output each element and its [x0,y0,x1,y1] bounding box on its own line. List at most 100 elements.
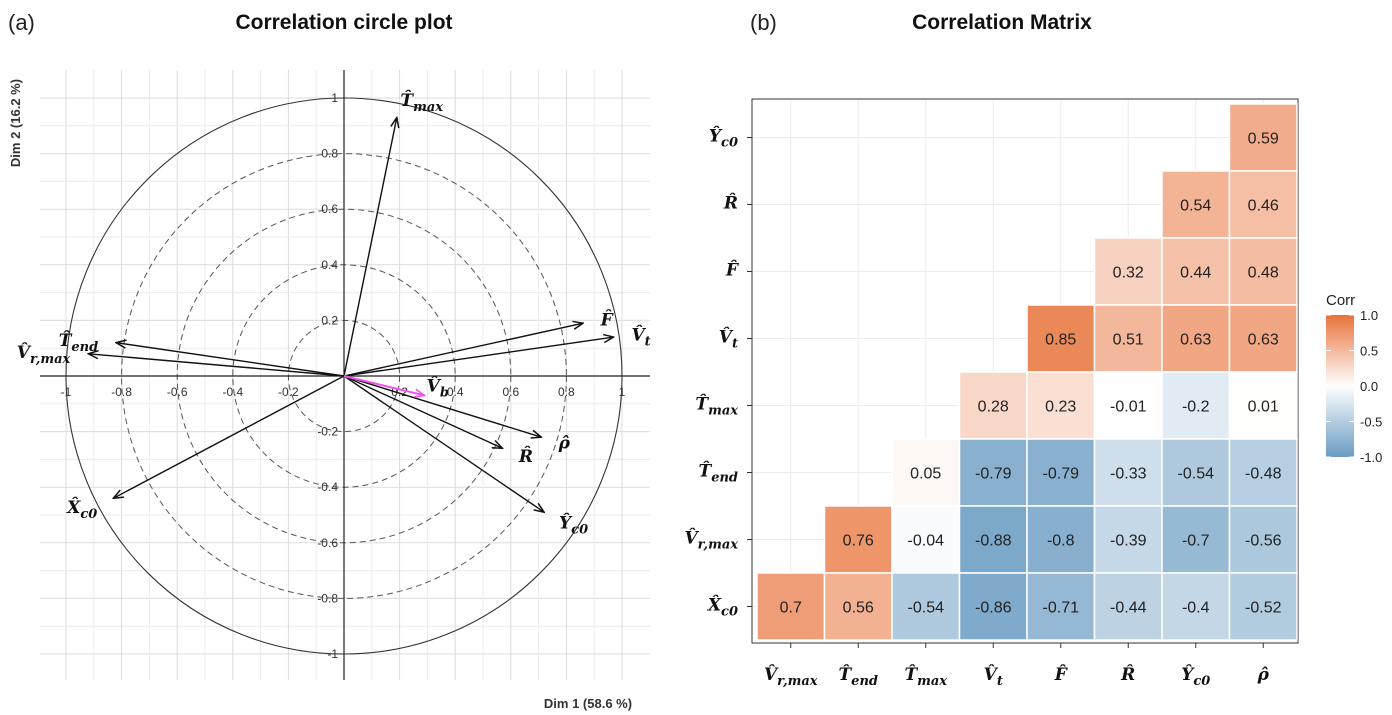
x-tick-label: 1 [619,385,626,399]
y-tick-label: -0.8 [317,591,338,605]
y-tick-label: 0.8 [321,147,338,161]
arrow-label: V̂b [427,376,449,400]
matrix-col-label: ρ̂ [1257,665,1270,685]
x-tick-label: 0.6 [502,385,519,399]
matrix-cell-value: -0.88 [975,533,1012,550]
loading-arrow [343,323,583,377]
matrix-cell-value: -0.33 [1110,466,1147,483]
matrix-cell-value: 0.63 [1248,332,1279,349]
loading-arrow [88,354,345,377]
matrix-cell-value: -0.54 [1178,466,1215,483]
matrix-cell-value: 0.46 [1248,198,1279,215]
matrix-cell-value: 0.32 [1113,265,1144,282]
matrix-col-label: Ŷc0 [1181,664,1210,689]
circle-plot-arrows [88,117,613,512]
x-tick-label: -0.4 [222,385,243,399]
matrix-cell-value: 0.56 [843,600,874,617]
matrix-row-label: X̂c0 [707,595,738,619]
x-tick-label: 0.8 [558,385,575,399]
matrix-cell-value: 0.05 [910,466,941,483]
panel-b-tag: (b) [750,10,777,35]
arrow-label: R̂ [518,447,533,467]
x-tick-label: 0.4 [447,385,464,399]
matrix-cells: 0.59 0.54 0.46 0.32 0.44 0.48 0.85 0.51 0.63 0.63… [756,103,1298,641]
matrix-title: Correlation Matrix [912,11,1092,34]
legend-tick-label: 0.5 [1360,344,1378,359]
matrix-col-label: V̂r,max [764,665,818,689]
circle-plot-xlabel: Dim 1 (58.6 %) [544,696,632,711]
matrix-col-label: T̂end [839,665,878,689]
matrix-cell-value: -0.7 [1182,533,1210,550]
matrix-cell [1093,572,1163,641]
matrix-cell-value: 0.63 [1180,332,1211,349]
y-tick-label: -1 [327,647,338,661]
loading-arrow [343,375,502,448]
circle-plot-axes [40,70,650,680]
matrix-cell [1026,505,1096,574]
arrow-label: X̂c0 [66,498,97,522]
matrix-cell [1228,438,1298,507]
matrix-cell [958,438,1028,507]
y-tick-label: 0.6 [321,202,338,216]
matrix-cell-value: -0.44 [1110,600,1147,617]
matrix-cell [823,505,893,574]
circle-plot-title: Correlation circle plot [235,11,452,34]
y-tick-label: -0.2 [317,425,338,439]
correlation-circle-panel: (a) Correlation circle plot -1 -0.8 -0.6 -0… [8,10,651,711]
matrix-cell [958,572,1028,641]
matrix-cell-value: -0.71 [1043,600,1080,617]
matrix-col-label: T̂max [904,665,947,689]
matrix-cell-value: 0.28 [978,399,1009,416]
matrix-cell-value: 0.23 [1045,399,1076,416]
arrow-label: ρ̂ [558,433,571,453]
matrix-cell [1161,237,1231,306]
matrix-cell [1161,170,1231,239]
arrow-label: T̂max [400,91,443,115]
matrix-cell [891,505,961,574]
x-tick-label: -1 [61,385,72,399]
matrix-cell-value: 0.01 [1248,399,1279,416]
matrix-cell-value: -0.04 [908,533,945,550]
matrix-x-labels: V̂r,max T̂end T̂max V̂t F̂ R̂ Ŷc0 ρ̂ [764,643,1270,689]
matrix-cell-value: -0.56 [1245,533,1282,550]
arrow-label: T̂end [59,331,98,355]
legend-tick-label: -0.5 [1360,415,1382,430]
matrix-cell-value: -0.4 [1182,600,1210,617]
x-tick-label: -0.8 [111,385,132,399]
matrix-row-label: V̂r,max [684,528,738,552]
matrix-cell-value: -0.39 [1110,533,1147,550]
arrow-label: V̂r,max [17,343,71,367]
loading-arrow [113,375,345,498]
circle-plot-ticks: -1 -0.8 -0.6 -0.4 -0.2 0.2 0.4 0.6 0.8 1 1 0.8 0.6 0.… [61,91,626,661]
matrix-row-label: T̂end [699,461,738,485]
matrix-cell-value: 0.51 [1113,332,1144,349]
matrix-cell-value: -0.52 [1245,600,1282,617]
matrix-cell-value: 0.54 [1180,198,1211,215]
matrix-row-label: F̂ [725,260,740,280]
matrix-row-label: V̂t [719,327,738,351]
loading-arrow [343,375,425,395]
color-legend: Corr 1.0 0.5 0.0 -0.5 -1.0 [1326,292,1382,465]
matrix-cell-value: -0.79 [975,466,1012,483]
matrix-cell [1228,572,1298,641]
matrix-cell-value: 0.59 [1248,131,1279,148]
matrix-cell [1161,438,1231,507]
matrix-cell [1228,237,1298,306]
matrix-cell-value: 0.85 [1045,332,1076,349]
matrix-cell [1161,371,1231,440]
y-tick-label: 0.2 [321,313,338,327]
matrix-cell-value: -0.01 [1110,399,1147,416]
loading-arrow [116,343,345,377]
circle-plot-grid [40,70,650,680]
loading-arrow [343,337,614,377]
y-tick-label: -0.6 [317,536,338,550]
arrow-label: V̂t [631,325,650,349]
loading-arrow [343,117,397,377]
matrix-cell [1228,505,1298,574]
legend-tick-label: 1.0 [1360,308,1378,323]
arrow-label: Ŷc0 [559,512,588,537]
matrix-y-labels: Ŷc0 R̂ F̂ V̂t T̂max T̂end V̂r,max X̂c0 [684,126,752,620]
matrix-col-label: V̂t [984,665,1003,689]
